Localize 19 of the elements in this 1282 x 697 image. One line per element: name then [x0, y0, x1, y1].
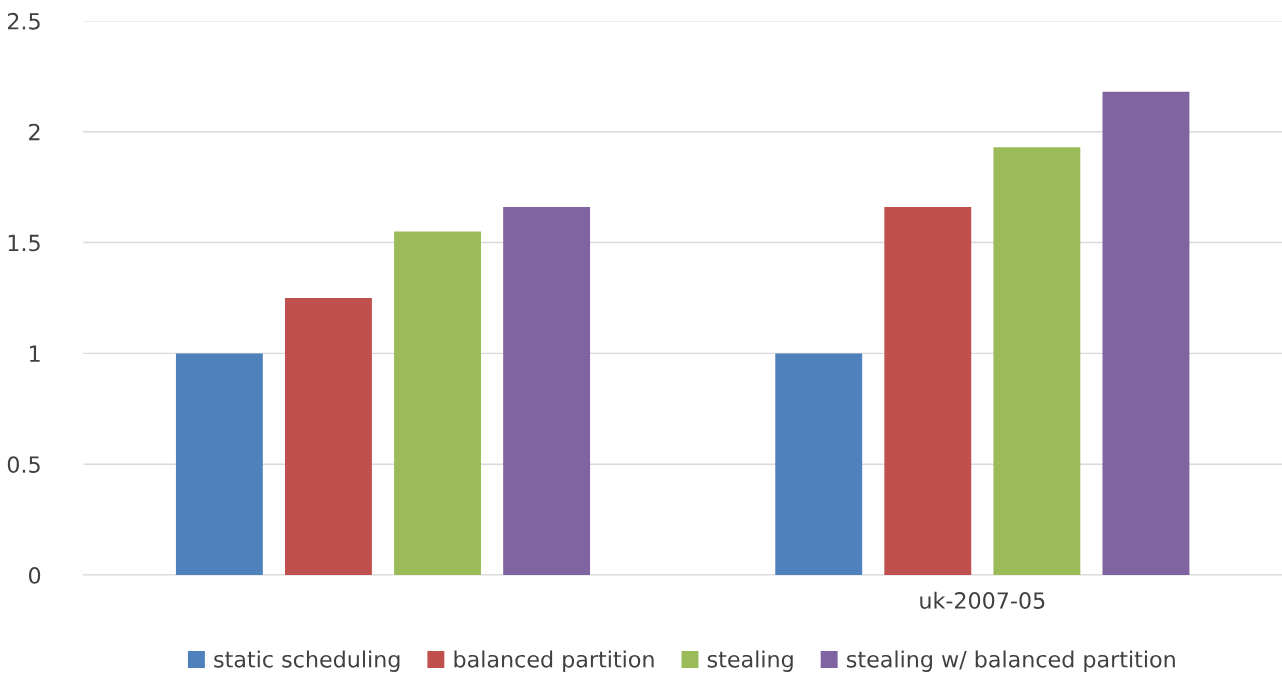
- legend-label: stealing: [707, 650, 793, 672]
- legend-label: stealing w/ balanced partition: [847, 650, 1175, 672]
- bar: [503, 207, 591, 576]
- y-tick-label: 0.5: [7, 456, 40, 473]
- y-tick-label: 1.5: [8, 234, 40, 252]
- y-tick-label: 1: [29, 345, 40, 362]
- bar: [993, 147, 1081, 576]
- y-tick-label: 2: [29, 123, 40, 141]
- bar: [1102, 91, 1190, 576]
- legend-label: static scheduling: [214, 650, 400, 672]
- bar: [884, 207, 972, 576]
- legend-label: balanced partition: [454, 650, 654, 672]
- bar: [175, 353, 263, 576]
- y-tick-label: 2.5: [7, 12, 40, 30]
- x-tick-label: uk-2007-05: [920, 591, 1045, 609]
- bar: [775, 353, 863, 576]
- bar: [285, 297, 372, 576]
- y-tick-label: 0: [28, 566, 41, 584]
- bar: [394, 231, 481, 576]
